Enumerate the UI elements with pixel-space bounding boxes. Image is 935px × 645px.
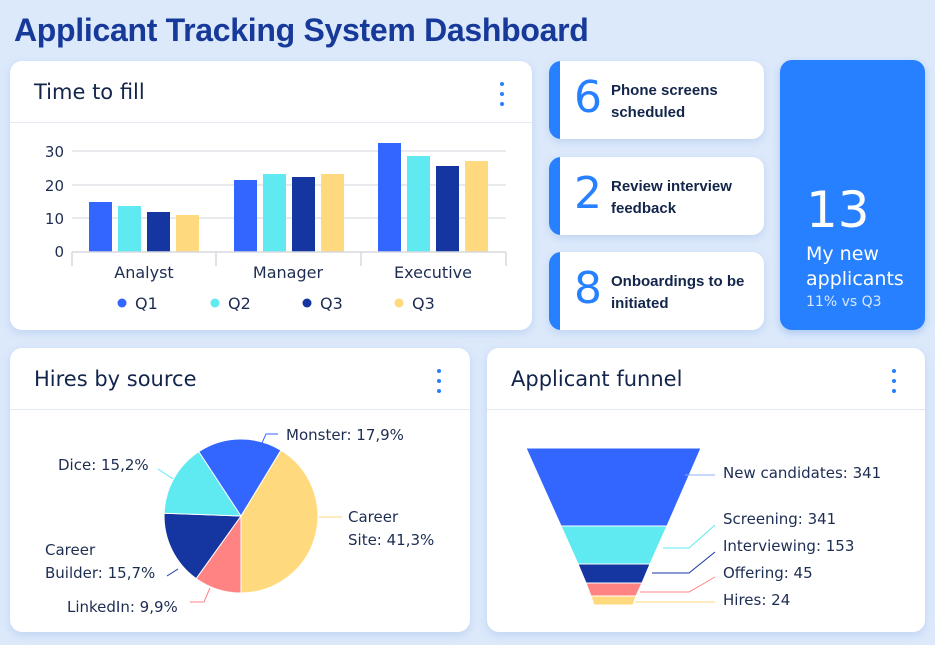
bar-analyst-q4[interactable] [176, 215, 199, 252]
kebab-menu-icon[interactable] [496, 80, 508, 108]
funnel-label-new-candidates: New candidates: 341 [723, 464, 881, 482]
stat-value: 2 [574, 168, 602, 219]
new-applicants-value: 13 [806, 181, 870, 239]
bar-executive-q2[interactable] [407, 156, 430, 252]
bars [89, 143, 488, 252]
bar-executive-q4[interactable] [465, 161, 488, 252]
bar-manager-q2[interactable] [263, 174, 286, 252]
applicant-funnel-chart: New candidates: 341 Screening: 341 Inter… [525, 447, 881, 609]
x-label: Analyst [114, 263, 173, 282]
new-applicants-comparison: 11% vs Q3 [806, 294, 882, 310]
legend-dot-icon [210, 298, 220, 308]
applicant-funnel-card: Applicant funnel New candidates: 341 Scr… [487, 348, 925, 632]
legend-dot-icon [302, 298, 312, 308]
y-tick: 10 [45, 210, 64, 228]
pie-slice-dice[interactable] [163, 450, 242, 517]
bar-executive-q3[interactable] [436, 166, 459, 252]
time-to-fill-bar-chart: 30 20 10 0 [45, 143, 507, 313]
card-header: Hires by source [10, 348, 470, 410]
stat-label: Onboardings to be initiated [611, 273, 745, 312]
stat-card-review-feedback[interactable]: 2 Review interview feedback [549, 157, 764, 235]
kebab-menu-icon[interactable] [433, 367, 445, 395]
legend-item-q2[interactable]: Q2 [228, 294, 251, 313]
card-title: Applicant funnel [511, 367, 683, 391]
card-accent-bar [549, 252, 560, 330]
funnel-segment-hires[interactable] [590, 595, 637, 606]
kebab-menu-icon[interactable] [888, 367, 900, 395]
hires-by-source-card: Hires by source Monster: 17,9% Dice: 15,… [10, 348, 470, 632]
funnel-segment-interviewing[interactable] [577, 563, 651, 584]
pie-label-linkedin: LinkedIn: 9,9% [67, 598, 178, 616]
y-tick: 0 [54, 243, 64, 261]
pie-slice-monster[interactable] [198, 438, 282, 517]
bar-analyst-q3[interactable] [147, 212, 170, 252]
legend-item-q1[interactable]: Q1 [135, 294, 158, 313]
legend-item-q3b[interactable]: Q3 [412, 294, 435, 313]
bar-manager-q1[interactable] [234, 180, 257, 252]
new-applicants-card[interactable]: 13 My new applicants 11% vs Q3 [780, 60, 925, 330]
x-axis [71, 251, 507, 266]
funnel-segment-offering[interactable] [585, 582, 643, 597]
card-title: Time to fill [34, 80, 145, 104]
y-axis-ticks: 30 20 10 0 [45, 143, 64, 261]
funnel-label-hires: Hires: 24 [723, 591, 790, 609]
funnel-segment-new-candidates[interactable] [525, 447, 702, 527]
bar-manager-q3[interactable] [292, 177, 315, 252]
bar-manager-q4[interactable] [321, 174, 344, 252]
legend-dot-icon [394, 298, 404, 308]
stat-card-phone-screens[interactable]: 6 Phone screens scheduled [549, 61, 764, 139]
pie-label-career-builder: Career [45, 541, 96, 559]
y-tick: 30 [45, 143, 64, 161]
card-header: Time to fill [10, 61, 532, 123]
x-label: Executive [394, 263, 472, 282]
pie-label-dice: Dice: 15,2% [58, 456, 149, 474]
page-title: Applicant Tracking System Dashboard [14, 12, 589, 48]
stat-label: Phone screens scheduled [611, 82, 718, 121]
chart-legend: Q1 Q2 Q3 Q3 [117, 294, 435, 313]
stat-label: Review interview feedback [611, 178, 732, 217]
hires-by-source-pie-chart: Monster: 17,9% Dice: 15,2% Career Site: … [45, 426, 434, 616]
bar-analyst-q2[interactable] [118, 206, 141, 252]
card-header: Applicant funnel [487, 348, 925, 410]
legend-dot-icon [117, 298, 127, 308]
time-to-fill-card: Time to fill 30 20 10 0 [10, 61, 532, 330]
stat-value: 6 [574, 72, 602, 123]
x-axis-labels: Analyst Manager Executive [114, 263, 472, 282]
pie-label-monster: Monster: 17,9% [286, 426, 404, 444]
card-accent-bar [549, 157, 560, 235]
new-applicants-label: My new applicants [806, 243, 904, 290]
pie-label-career-site: Career [348, 508, 399, 526]
pie-label-career-site: Site: 41,3% [348, 531, 434, 549]
legend-item-q3[interactable]: Q3 [320, 294, 343, 313]
funnel-segment-screening[interactable] [560, 525, 668, 565]
card-title: Hires by source [34, 367, 197, 391]
pie-label-career-builder: Builder: 15,7% [45, 564, 155, 582]
y-tick: 20 [45, 177, 64, 195]
bar-analyst-q1[interactable] [89, 202, 112, 252]
stat-card-onboardings[interactable]: 8 Onboardings to be initiated [549, 252, 764, 330]
gridlines [72, 150, 506, 219]
x-label: Manager [253, 263, 324, 282]
stat-value: 8 [574, 263, 602, 314]
funnel-label-screening: Screening: 341 [723, 510, 836, 528]
bar-executive-q1[interactable] [378, 143, 401, 252]
pie-slice-career-site[interactable] [240, 449, 319, 594]
pie-slice-career-builder[interactable] [163, 512, 242, 580]
funnel-label-offering: Offering: 45 [723, 564, 813, 582]
card-accent-bar [549, 61, 560, 139]
funnel-label-interviewing: Interviewing: 153 [723, 537, 854, 555]
